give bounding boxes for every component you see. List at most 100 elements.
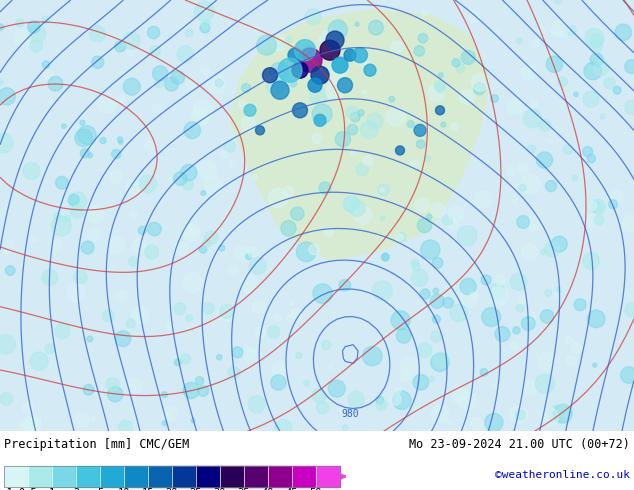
Circle shape bbox=[174, 303, 186, 315]
Circle shape bbox=[42, 69, 53, 80]
Circle shape bbox=[391, 41, 403, 53]
Circle shape bbox=[587, 154, 595, 163]
Circle shape bbox=[68, 192, 87, 210]
Circle shape bbox=[531, 100, 538, 107]
Circle shape bbox=[81, 241, 94, 254]
Circle shape bbox=[4, 248, 10, 255]
Circle shape bbox=[491, 95, 498, 102]
Circle shape bbox=[382, 254, 389, 261]
Circle shape bbox=[316, 401, 329, 414]
Circle shape bbox=[367, 113, 383, 129]
Circle shape bbox=[268, 188, 288, 208]
Circle shape bbox=[117, 96, 126, 104]
Circle shape bbox=[624, 100, 634, 115]
Circle shape bbox=[181, 164, 197, 181]
Circle shape bbox=[557, 404, 570, 417]
Circle shape bbox=[288, 48, 302, 62]
Circle shape bbox=[219, 245, 225, 251]
Circle shape bbox=[510, 406, 527, 424]
Circle shape bbox=[363, 90, 366, 94]
Circle shape bbox=[428, 84, 444, 101]
Circle shape bbox=[431, 405, 448, 423]
Text: 15: 15 bbox=[142, 488, 154, 490]
Circle shape bbox=[268, 326, 280, 338]
Circle shape bbox=[469, 293, 478, 301]
Bar bbox=[28, 466, 52, 487]
Circle shape bbox=[553, 404, 572, 423]
Circle shape bbox=[182, 179, 193, 190]
Circle shape bbox=[127, 378, 142, 393]
Circle shape bbox=[328, 364, 333, 369]
Circle shape bbox=[153, 104, 161, 113]
Circle shape bbox=[521, 64, 536, 79]
Circle shape bbox=[198, 160, 217, 179]
Circle shape bbox=[155, 79, 163, 88]
Circle shape bbox=[545, 242, 560, 257]
Circle shape bbox=[554, 293, 560, 298]
Circle shape bbox=[380, 216, 385, 221]
Circle shape bbox=[350, 201, 365, 217]
Circle shape bbox=[489, 283, 505, 299]
Circle shape bbox=[339, 279, 351, 291]
Circle shape bbox=[80, 120, 85, 125]
Circle shape bbox=[407, 121, 414, 127]
Circle shape bbox=[28, 25, 46, 43]
Circle shape bbox=[539, 119, 551, 131]
Circle shape bbox=[425, 155, 430, 161]
Text: Precipitation [mm] CMC/GEM: Precipitation [mm] CMC/GEM bbox=[4, 438, 190, 451]
Circle shape bbox=[396, 328, 411, 343]
Circle shape bbox=[411, 270, 428, 286]
Circle shape bbox=[178, 46, 193, 62]
Circle shape bbox=[452, 389, 468, 404]
Circle shape bbox=[164, 412, 170, 418]
Circle shape bbox=[420, 289, 430, 299]
Bar bbox=[220, 466, 244, 487]
Circle shape bbox=[6, 240, 13, 247]
Bar bbox=[76, 466, 100, 487]
Circle shape bbox=[287, 314, 294, 322]
Circle shape bbox=[456, 64, 465, 73]
Circle shape bbox=[540, 310, 554, 323]
Circle shape bbox=[480, 368, 488, 376]
Circle shape bbox=[280, 42, 285, 48]
Circle shape bbox=[460, 289, 478, 307]
Text: 40: 40 bbox=[262, 488, 275, 490]
Circle shape bbox=[380, 188, 384, 192]
Circle shape bbox=[583, 253, 600, 270]
Circle shape bbox=[585, 28, 604, 48]
Circle shape bbox=[205, 177, 223, 195]
Circle shape bbox=[153, 66, 168, 81]
Circle shape bbox=[115, 331, 131, 346]
Circle shape bbox=[392, 391, 411, 410]
Circle shape bbox=[119, 140, 123, 145]
Circle shape bbox=[538, 27, 545, 34]
Circle shape bbox=[536, 152, 553, 168]
Circle shape bbox=[584, 62, 602, 80]
Circle shape bbox=[193, 100, 213, 120]
Circle shape bbox=[171, 71, 184, 84]
Circle shape bbox=[448, 420, 452, 424]
Circle shape bbox=[387, 107, 406, 126]
Circle shape bbox=[174, 359, 181, 366]
Circle shape bbox=[115, 41, 126, 52]
Circle shape bbox=[100, 137, 106, 144]
Circle shape bbox=[106, 377, 119, 391]
Text: 0.1: 0.1 bbox=[0, 488, 13, 490]
Circle shape bbox=[397, 232, 406, 242]
Circle shape bbox=[324, 227, 333, 237]
Circle shape bbox=[517, 163, 528, 174]
Circle shape bbox=[48, 76, 63, 91]
Bar bbox=[268, 466, 292, 487]
Circle shape bbox=[248, 247, 258, 257]
Circle shape bbox=[275, 419, 292, 437]
Circle shape bbox=[609, 200, 618, 209]
Bar bbox=[316, 466, 340, 487]
Circle shape bbox=[507, 98, 523, 115]
Circle shape bbox=[376, 400, 387, 410]
Circle shape bbox=[319, 182, 331, 194]
Circle shape bbox=[337, 78, 353, 93]
Circle shape bbox=[191, 418, 195, 422]
Circle shape bbox=[87, 336, 93, 342]
Circle shape bbox=[184, 224, 198, 238]
Bar bbox=[124, 466, 148, 487]
